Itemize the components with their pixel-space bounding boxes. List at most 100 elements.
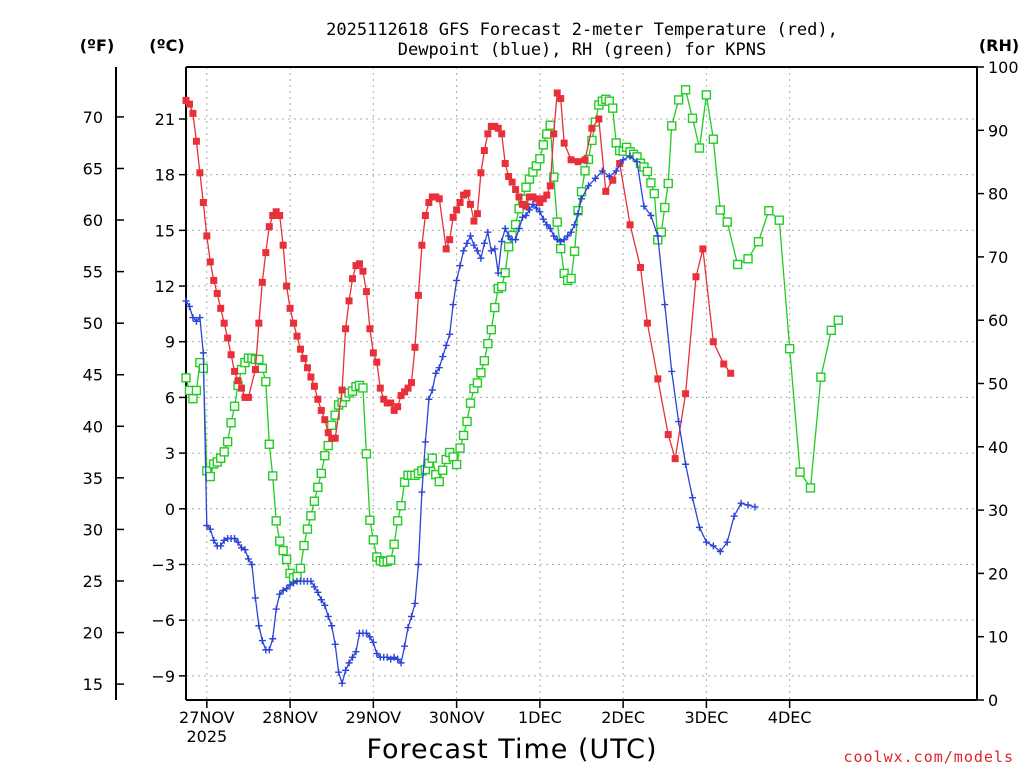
dewpoint-point [283,585,291,593]
dewpoint-point [411,599,419,607]
2-meter-temperature-point [435,195,443,203]
dewpoint-point [578,195,585,203]
dewpoint-point [532,204,540,212]
2-meter-temperature-point [272,208,280,216]
rh-point [330,410,340,420]
2-meter-temperature-point [210,276,218,284]
rh-point [580,166,590,176]
2-meter-temperature-point [265,223,273,231]
2-meter-temperature-point [498,130,506,138]
dewpoint-point [612,167,620,175]
rh-tick-label: 80 [988,185,1008,204]
rh-point [542,129,552,139]
time-tick-label: 3DEC [685,708,729,727]
2-meter-temperature-point [404,384,412,392]
rh-point [323,440,333,451]
rh-point [497,281,507,292]
dewpoint-point [196,314,204,322]
dewpoint-point [574,210,582,218]
rh-tick-label: 0 [988,691,998,710]
rh-point [278,545,288,556]
dewpoint-point [619,156,627,164]
dewpoint-point [310,583,318,591]
2-meter-temperature-point [515,193,523,201]
data-series [181,85,843,687]
time-tick-label: 1DEC [518,708,562,727]
rh-point [257,363,268,374]
time-tick-label: 29NOV [346,708,402,727]
dewpoint-point [421,438,429,446]
rh-series [181,85,843,583]
dewpoint-point [463,239,471,247]
rh-point [427,453,438,463]
rh-point [476,368,486,378]
celsius-tick-label: −3 [151,555,175,574]
rh-point [649,188,660,199]
2-meter-temperature-series [182,89,735,463]
2-meter-temperature-point [192,137,200,145]
2-meter-temperature-point [317,406,325,414]
rh-point [500,268,510,278]
fahrenheit-tick-label: 20 [83,624,103,643]
rh-point [646,178,656,188]
2-meter-temperature-point [390,406,398,414]
rh-point [299,540,309,551]
2-meter-temperature-point [182,96,190,104]
dewpoint-point [689,494,697,502]
rh-point [219,447,229,457]
rh-point [795,467,805,477]
celsius-tick-label: 6 [165,388,175,407]
2-meter-temperature-point [338,386,346,394]
fahrenheit-tick-label: 60 [83,211,103,230]
rh-point [389,539,399,549]
2-meter-temperature-point [494,124,502,132]
dewpoint-point [460,247,468,255]
2-meter-temperature-point [321,416,329,424]
2-meter-temperature-point [532,195,540,203]
rh-point [833,315,843,325]
credit-label: coolwx.com/models [843,748,1014,766]
rh-point [784,343,795,354]
dewpoint-point [366,633,374,641]
2-meter-temperature-point [456,199,464,207]
dewpoint-point [449,301,457,309]
dewpoint-point [394,655,402,663]
2-meter-temperature-point [643,319,651,327]
2-meter-temperature-point [636,263,644,271]
2-meter-temperature-point [276,212,284,220]
dewpoint-point [522,212,530,220]
2-meter-temperature-point [362,288,370,296]
rh-point [229,401,240,411]
rh-point [680,85,691,95]
dewpoint-point [751,503,759,511]
2-meter-temperature-point [397,392,405,400]
2-meter-temperature-point [307,373,315,381]
2-meter-temperature-point [720,360,728,368]
fahrenheit-tick-label: 40 [83,417,103,436]
dewpoint-point [349,653,357,661]
rh-point [434,476,444,487]
dewpoint-point [352,648,360,656]
rh-point [465,398,476,408]
rh-point [642,166,653,177]
celsius-unit-label: (ºC) [149,36,184,55]
rh-point [483,338,493,349]
2-meter-temperature-point [709,338,717,346]
dewpoint-point [515,224,523,232]
dewpoint-point [414,560,422,568]
dewpoint-point [362,629,370,637]
2-meter-temperature-point [255,319,263,327]
dewpoint-point [571,221,579,229]
fahrenheit-tick-label: 25 [83,572,103,591]
rh-point [306,511,316,521]
dewpoint-point [702,538,710,546]
2-meter-temperature-point [508,178,516,186]
rh-point [722,217,732,227]
dewpoint-point [321,601,329,609]
2-meter-temperature-point [203,232,211,240]
dewpoint-point [258,637,266,645]
2-meter-temperature-point [425,199,433,207]
2-meter-temperature-point [421,212,429,220]
rh-point [396,500,406,511]
2-meter-temperature-point [466,200,474,208]
